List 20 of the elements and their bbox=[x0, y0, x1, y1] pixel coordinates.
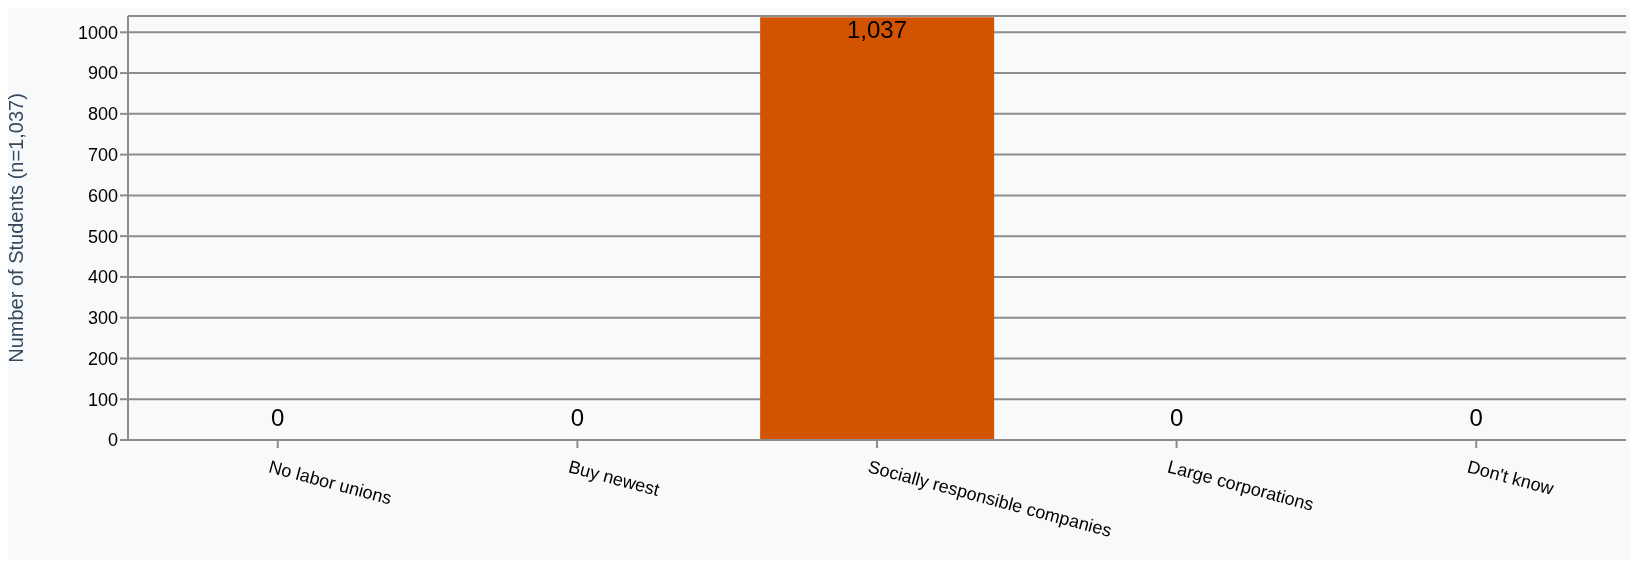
x-tick-label: No labor unions bbox=[266, 456, 394, 509]
y-tick-label: 500 bbox=[87, 226, 118, 247]
y-tick-label: 100 bbox=[87, 389, 118, 410]
data-label: 0 bbox=[570, 404, 585, 431]
y-tick-label: 400 bbox=[87, 267, 118, 288]
y-tick-label: 800 bbox=[87, 104, 118, 125]
data-label: 1,037 bbox=[846, 16, 908, 43]
y-tick-label: 0 bbox=[107, 430, 118, 451]
y-tick-label: 700 bbox=[87, 145, 118, 166]
x-tick-label: Buy newest bbox=[566, 456, 662, 500]
y-tick-label: 300 bbox=[87, 308, 118, 329]
y-tick-label: 1000 bbox=[77, 22, 118, 43]
x-tick-label: Don't know bbox=[1465, 456, 1557, 500]
data-label: 0 bbox=[1469, 404, 1483, 431]
y-tick-label: 900 bbox=[87, 63, 118, 84]
data-label: 0 bbox=[1169, 404, 1184, 431]
y-tick-label: 200 bbox=[87, 348, 118, 369]
y-tick-label: 600 bbox=[87, 185, 118, 206]
data-label: 0 bbox=[271, 404, 285, 431]
y-axis-title: Number of Students (n=1,037) bbox=[5, 93, 28, 363]
